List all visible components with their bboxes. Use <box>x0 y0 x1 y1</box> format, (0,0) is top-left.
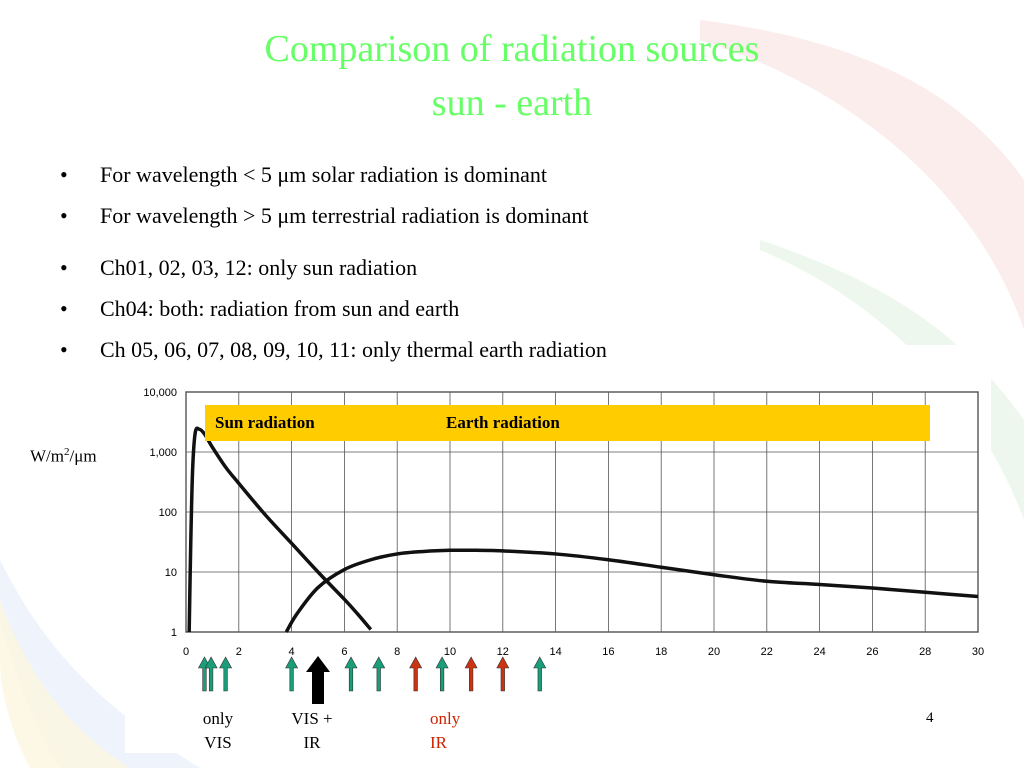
x-tick-label: 14 <box>549 646 561 658</box>
bullet-item: For wavelength < 5 μm solar radiation is… <box>60 160 607 189</box>
caption-vis-ir-line2: IR <box>303 733 321 752</box>
earth-radiation-curve <box>284 548 979 633</box>
x-tick-label: 0 <box>183 646 189 658</box>
x-tick-label: 4 <box>289 646 295 658</box>
channel-arrow-large <box>306 656 330 704</box>
bullet-item: For wavelength > 5 μm terrestrial radiat… <box>60 201 607 230</box>
caption-only-ir: only IR <box>430 707 482 755</box>
caption-only-vis-line1: only <box>202 709 234 728</box>
legend-banner: Sun radiation Earth radiation <box>205 405 930 441</box>
deco-pink-swoosh <box>700 20 1024 330</box>
x-tick-label: 12 <box>497 646 509 658</box>
y-axis-label-base: W/m <box>30 446 64 466</box>
channel-arrow-green <box>533 656 547 692</box>
channel-arrows <box>197 656 547 704</box>
bullet-item: Ch01, 02, 03, 12: only sun radiation <box>60 253 607 282</box>
y-tick-label: 10 <box>165 567 177 579</box>
channel-arrow-green <box>435 656 449 692</box>
legend-sun-label: Sun radiation <box>215 413 315 432</box>
caption-only-ir-line2: IR <box>430 733 447 752</box>
caption-only-vis: only VIS <box>192 707 244 755</box>
caption-vis-ir: VIS + IR <box>280 707 344 755</box>
y-tick-label: 1 <box>171 627 177 639</box>
channel-arrow-green <box>204 656 218 692</box>
channel-arrow-green <box>285 656 299 692</box>
y-tick-label: 1,000 <box>149 447 177 459</box>
caption-vis-ir-line1: VIS + <box>291 709 333 728</box>
caption-only-ir-line1: only <box>430 709 461 728</box>
channel-arrow-red <box>496 656 510 692</box>
x-tick-label: 28 <box>919 646 931 658</box>
channel-arrow-red <box>464 656 478 692</box>
channel-arrow-green <box>344 656 358 692</box>
x-tick-label: 6 <box>341 646 347 658</box>
x-tick-label: 18 <box>655 646 667 658</box>
x-tick-labels: 0 2 4 6 8 10 12 14 16 18 20 22 24 26 28 30 <box>183 646 984 658</box>
x-tick-label: 16 <box>602 646 614 658</box>
x-tick-label: 8 <box>394 646 400 658</box>
x-tick-label: 10 <box>444 646 456 658</box>
y-tick-label: 10,000 <box>143 387 177 399</box>
bullet-list: For wavelength < 5 μm solar radiation is… <box>60 160 607 364</box>
bullet-item: Ch04: both: radiation from sun and earth <box>60 294 607 323</box>
slide-title-line1: Comparison of radiation sources <box>264 28 760 70</box>
x-tick-label: 24 <box>813 646 825 658</box>
y-axis-label-tail: /μm <box>69 446 97 466</box>
channel-arrow-red <box>409 656 423 692</box>
y-axis-label-sup: 2 <box>64 446 70 458</box>
slide-title-line2: sun - earth <box>431 82 593 124</box>
x-tick-label: 20 <box>708 646 720 658</box>
x-tick-label: 22 <box>761 646 773 658</box>
channel-arrow-green <box>219 656 233 692</box>
deco-yellow-swoosh <box>0 600 130 768</box>
y-tick-labels: 1 10 100 1,000 10,000 <box>143 387 177 639</box>
legend-earth-label: Earth radiation <box>446 413 560 432</box>
x-tick-label: 30 <box>972 646 984 658</box>
x-tick-label: 2 <box>236 646 242 658</box>
channel-arrow-green <box>372 656 386 692</box>
sun-radiation-curve <box>187 426 373 633</box>
caption-only-vis-line2: VIS <box>204 733 232 752</box>
bullet-item: Ch 05, 06, 07, 08, 09, 10, 11: only ther… <box>60 335 607 364</box>
chart-curves <box>187 426 979 633</box>
y-axis-label: W/m2/μm <box>30 446 97 467</box>
y-tick-label: 100 <box>159 507 177 519</box>
x-tick-label: 26 <box>866 646 878 658</box>
page-number: 4 <box>926 710 934 726</box>
